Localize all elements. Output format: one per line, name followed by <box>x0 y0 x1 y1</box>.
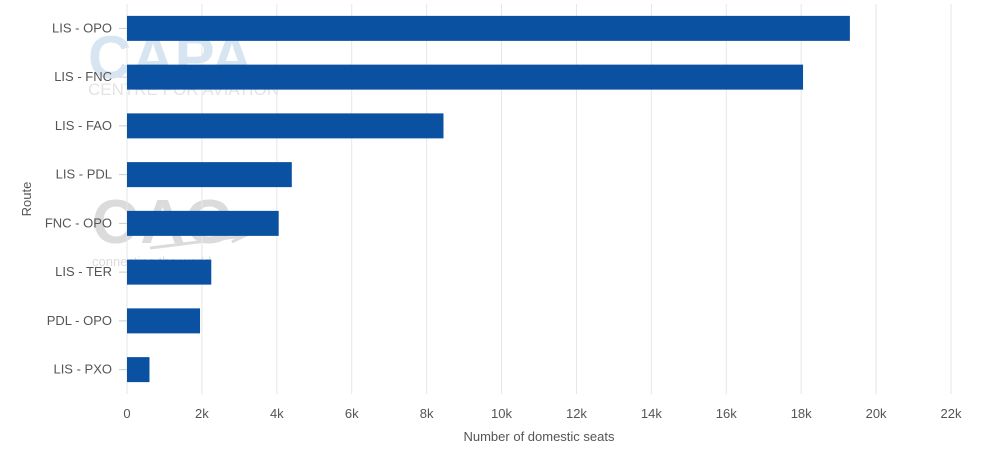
x-tick-label: 22k <box>941 406 962 421</box>
bar <box>127 113 444 139</box>
y-axis-tick-labels: LIS - OPO LIS - FNC LIS - FAO LIS - PDL FNC … <box>45 20 127 377</box>
bar <box>127 308 201 334</box>
x-tick-label: 20k <box>866 406 887 421</box>
x-tick-label: 0 <box>123 406 130 421</box>
x-tick-label: 2k <box>195 406 209 421</box>
bars <box>127 15 850 383</box>
bar <box>127 259 212 285</box>
bar <box>127 64 804 90</box>
bar <box>127 357 150 383</box>
y-tick-label: FNC - OPO <box>45 215 112 230</box>
bar <box>127 210 279 236</box>
y-tick-label: LIS - OPO <box>52 20 112 35</box>
x-tick-label: 4k <box>270 406 284 421</box>
y-tick-label: LIS - PXO <box>53 362 112 377</box>
y-axis-title: Route <box>19 182 34 217</box>
x-axis-title: Number of domestic seats <box>463 429 615 444</box>
x-tick-label: 10k <box>491 406 512 421</box>
x-axis-tick-labels: 0 2k 4k 6k 8k 10k 12k 14k 16k 18k 20k 22k <box>123 406 962 421</box>
x-tick-label: 18k <box>791 406 812 421</box>
y-tick-label: PDL - OPO <box>47 313 112 328</box>
x-tick-label: 14k <box>641 406 662 421</box>
y-tick-label: LIS - PDL <box>56 167 112 182</box>
x-tick-label: 8k <box>420 406 434 421</box>
bar <box>127 15 850 41</box>
x-tick-label: 6k <box>345 406 359 421</box>
y-tick-label: LIS - FNC <box>54 69 112 84</box>
x-tick-label: 16k <box>716 406 737 421</box>
y-tick-label: LIS - TER <box>55 264 112 279</box>
y-tick-label: LIS - FAO <box>55 118 112 133</box>
x-tick-label: 12k <box>566 406 587 421</box>
bar <box>127 162 292 188</box>
